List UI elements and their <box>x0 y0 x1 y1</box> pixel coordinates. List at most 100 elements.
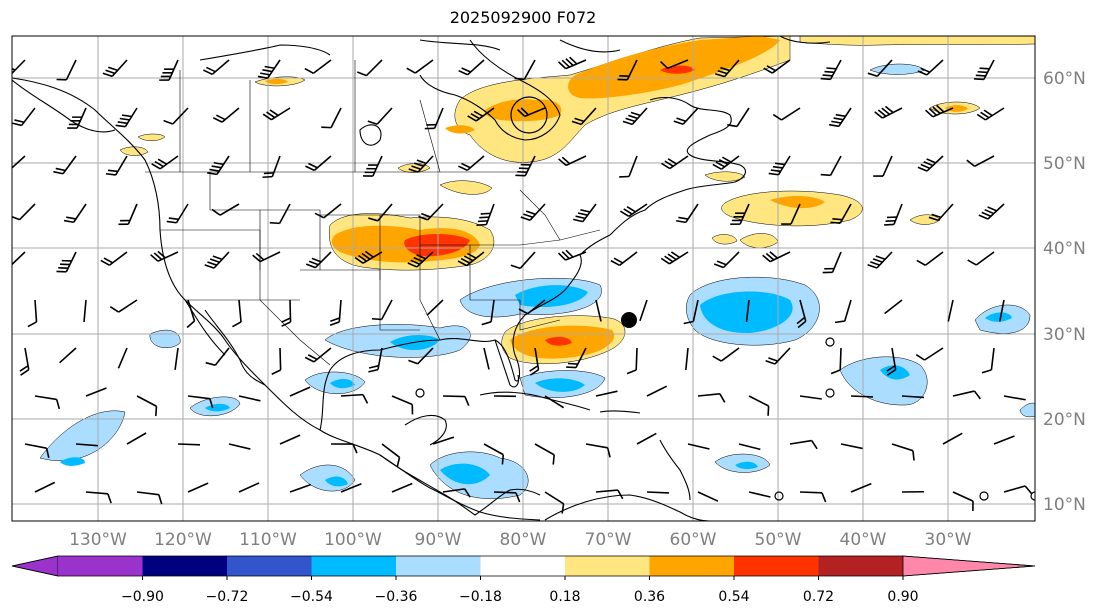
wind-barb <box>177 443 201 446</box>
wind-barb <box>762 251 791 263</box>
wind-barb <box>510 251 536 270</box>
wind-barb <box>211 203 240 216</box>
wind-barb <box>515 155 536 177</box>
wind-barb <box>368 347 383 373</box>
wind-barb <box>973 59 995 81</box>
wind-barb <box>622 107 648 126</box>
colorbar-segment <box>58 556 143 576</box>
wind-barb <box>304 347 332 363</box>
anomaly-region <box>909 214 941 225</box>
wind-barb <box>252 251 281 263</box>
wind-barb <box>748 395 770 416</box>
wind-barb <box>305 251 332 269</box>
wind-barb <box>595 390 618 397</box>
colorbar-tick-label: −0.90 <box>121 589 164 605</box>
wind-barb <box>458 155 485 172</box>
colorbar-tick-label: −0.18 <box>459 589 502 605</box>
wind-barb <box>768 155 791 176</box>
wind-barb <box>24 443 50 458</box>
wind-barb <box>212 107 240 123</box>
wind-barb <box>571 107 597 126</box>
wind-barb <box>917 59 944 76</box>
wind-barb <box>467 107 495 122</box>
wind-barb <box>850 395 874 398</box>
wind-barb <box>238 395 261 402</box>
wind-barb <box>687 443 710 450</box>
colorbar-tick-label: 0.72 <box>803 589 834 605</box>
wind-barb <box>730 203 750 225</box>
anomaly-region <box>721 190 863 227</box>
wind-barb <box>279 434 301 445</box>
colorbar-segment <box>227 556 312 576</box>
colorbar-tick-label: 0.36 <box>634 589 665 605</box>
wind-barb <box>228 443 251 450</box>
wind-barb <box>493 491 521 503</box>
latitude-label: 30°N <box>1043 325 1086 345</box>
wind-barb <box>947 299 954 322</box>
colorbar-tick-label: −0.54 <box>290 589 333 605</box>
longitude-label: 110°W <box>239 530 297 550</box>
wind-barb <box>12 155 26 172</box>
colorbar-tick-label: 0.18 <box>549 589 580 605</box>
wind-barb <box>558 155 587 167</box>
anomaly-region <box>985 312 1012 322</box>
anomaly-region <box>440 463 490 485</box>
colorbar-segment <box>311 556 397 576</box>
wind-barb <box>520 203 546 221</box>
anomaly-region <box>770 196 825 209</box>
wind-barb <box>391 395 414 415</box>
wind-barb <box>262 107 291 121</box>
wind-barb <box>27 299 38 328</box>
latitude-labels: 60°N 50°N 40°N 30°N 20°N 10°N <box>1043 69 1086 515</box>
wind-barb <box>685 347 689 370</box>
wind-barb <box>713 251 740 269</box>
longitude-label: 60°W <box>670 530 717 550</box>
wind-barb <box>151 155 179 170</box>
colorbar-segment <box>649 556 735 576</box>
wind-barb <box>727 107 750 128</box>
anomaly-region <box>149 329 181 349</box>
wind-barb <box>269 203 291 225</box>
wind-barb <box>917 155 944 172</box>
wind-barb <box>772 107 801 121</box>
longitude-label: 130°W <box>69 530 127 550</box>
wind-barb <box>85 387 107 397</box>
wind-barb <box>796 299 807 329</box>
wind-barb <box>829 107 852 128</box>
colorbar-tick-label: −0.72 <box>206 589 249 605</box>
wind-barb <box>697 491 719 502</box>
longitude-label: 90°W <box>415 530 462 550</box>
latitude-label: 60°N <box>1043 69 1086 89</box>
wind-barb <box>673 107 699 125</box>
wind-barb <box>85 491 112 504</box>
wind-barb <box>830 203 852 224</box>
anomaly-region <box>325 476 348 487</box>
anomaly-region <box>1019 402 1035 418</box>
colorbar-segment <box>480 556 566 576</box>
wind-barb <box>514 59 536 81</box>
latitude-label: 10°N <box>1043 495 1086 515</box>
wind-barb <box>289 386 311 397</box>
wind-barb <box>928 203 954 222</box>
colorbar-segment <box>565 556 650 576</box>
wind-barb <box>150 250 179 262</box>
wind-barb <box>12 203 36 221</box>
wind-barb <box>585 443 611 458</box>
wind-barb <box>136 395 158 417</box>
wind-barb <box>371 299 393 321</box>
wind-barb <box>925 104 954 118</box>
wind-barb <box>281 299 292 327</box>
wind-barb <box>745 299 750 322</box>
longitude-label: 100°W <box>324 530 382 550</box>
longitude-label: 40°W <box>840 530 887 550</box>
wind-barb <box>75 443 98 447</box>
wind-barb <box>901 395 925 399</box>
anomaly-region <box>60 457 85 466</box>
wind-barb <box>34 481 56 493</box>
wind-barb <box>820 59 842 81</box>
latitude-label: 20°N <box>1043 410 1086 430</box>
wind-barb <box>529 347 540 376</box>
anomaly-region <box>799 36 1035 46</box>
wind-barb <box>636 432 657 445</box>
wind-barb <box>610 251 638 267</box>
